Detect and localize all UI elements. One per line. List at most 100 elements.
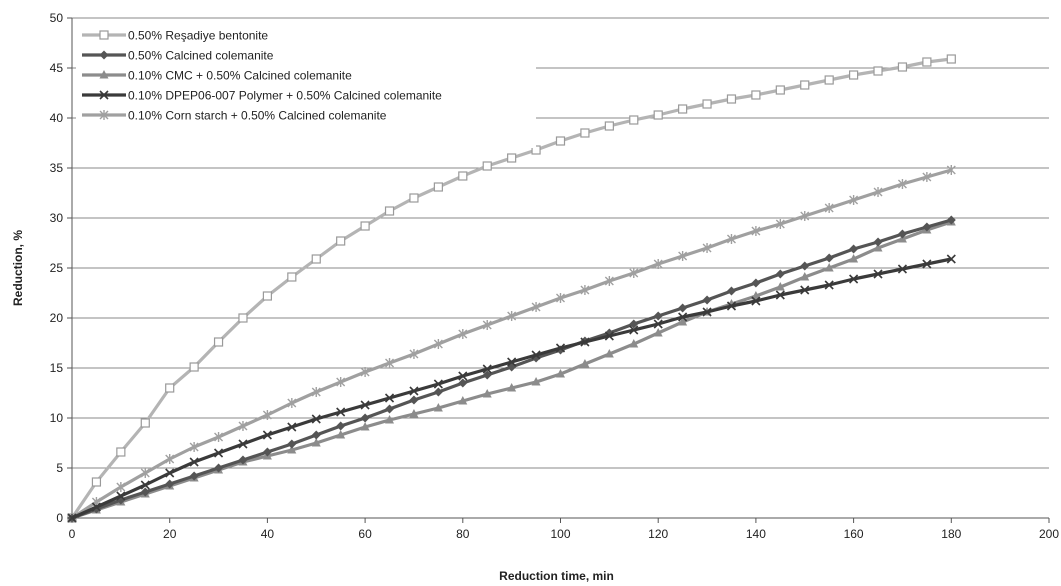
y-tick-label: 25 bbox=[50, 261, 64, 275]
legend-label: 0.10% CMC + 0.50% Calcined colemanite bbox=[128, 69, 352, 83]
data-point bbox=[409, 395, 419, 405]
y-tick-label: 0 bbox=[56, 511, 63, 525]
legend-marker bbox=[99, 110, 109, 120]
x-tick-label: 40 bbox=[261, 527, 275, 541]
data-point bbox=[433, 379, 443, 389]
legend-label: 0.10% DPEP06-007 Polymer + 0.50% Calcine… bbox=[128, 89, 442, 103]
data-point bbox=[922, 222, 932, 232]
data-point bbox=[653, 110, 663, 120]
data-point bbox=[189, 362, 199, 372]
data-point bbox=[116, 447, 126, 457]
y-tick-label: 35 bbox=[50, 161, 64, 175]
data-point bbox=[165, 383, 175, 393]
data-point bbox=[653, 328, 663, 337]
data-point bbox=[262, 430, 272, 440]
data-point bbox=[507, 383, 517, 392]
data-point bbox=[849, 274, 859, 284]
data-point bbox=[311, 438, 321, 447]
data-point bbox=[336, 407, 346, 417]
x-tick-label: 100 bbox=[550, 527, 570, 541]
data-point bbox=[482, 161, 492, 171]
data-point bbox=[360, 413, 370, 423]
data-point bbox=[287, 445, 297, 454]
series-line bbox=[71, 168, 952, 520]
data-point bbox=[873, 243, 883, 252]
data-point bbox=[922, 259, 932, 269]
data-point bbox=[140, 480, 150, 490]
data-point bbox=[433, 182, 443, 192]
data-point bbox=[580, 337, 590, 347]
data-point bbox=[824, 263, 834, 272]
data-point bbox=[629, 325, 639, 335]
data-point bbox=[580, 359, 590, 368]
data-point bbox=[433, 403, 443, 412]
data-point bbox=[458, 378, 468, 388]
data-point bbox=[385, 404, 395, 414]
data-point bbox=[556, 369, 565, 378]
data-point bbox=[849, 244, 859, 254]
data-point bbox=[897, 229, 907, 239]
data-point bbox=[580, 128, 590, 138]
data-point bbox=[824, 253, 834, 263]
x-tick-label: 180 bbox=[941, 527, 961, 541]
data-point bbox=[946, 165, 956, 175]
data-point bbox=[800, 80, 810, 90]
data-point bbox=[385, 415, 395, 424]
data-point bbox=[922, 57, 932, 67]
data-point bbox=[360, 400, 370, 410]
x-tick-label: 200 bbox=[1039, 527, 1059, 541]
legend: 0.50% Reşadiye bentonite 0.50% Calcined c… bbox=[76, 22, 536, 148]
data-point bbox=[385, 358, 395, 368]
data-point bbox=[360, 422, 370, 431]
data-point bbox=[531, 145, 541, 155]
data-point bbox=[287, 272, 297, 282]
x-tick-label: 80 bbox=[456, 527, 470, 541]
legend-marker bbox=[99, 50, 109, 60]
data-point bbox=[775, 282, 785, 291]
data-point bbox=[458, 371, 468, 381]
data-point bbox=[140, 418, 150, 428]
series-5 bbox=[67, 165, 956, 523]
data-point bbox=[482, 320, 492, 330]
y-tick-label: 10 bbox=[50, 411, 64, 425]
data-point bbox=[629, 115, 639, 125]
legend-entry: 0.10% DPEP06-007 Polymer + 0.50% Calcine… bbox=[82, 89, 442, 103]
data-point bbox=[360, 221, 370, 231]
data-point bbox=[458, 171, 468, 181]
data-point bbox=[67, 513, 77, 523]
data-point bbox=[849, 195, 859, 205]
data-point bbox=[702, 295, 712, 305]
data-point bbox=[116, 491, 126, 501]
legend-entry: 0.50% Reşadiye bentonite bbox=[82, 29, 268, 43]
series-lines bbox=[67, 54, 956, 523]
data-point bbox=[800, 261, 810, 271]
data-point bbox=[409, 193, 419, 203]
data-point bbox=[726, 286, 736, 296]
y-tick-label: 50 bbox=[50, 11, 64, 25]
data-point bbox=[360, 367, 370, 377]
x-tick-label: 20 bbox=[163, 527, 177, 541]
data-point bbox=[751, 226, 761, 236]
data-point bbox=[336, 430, 346, 439]
y-tick-label: 40 bbox=[50, 111, 64, 125]
data-point bbox=[678, 317, 688, 326]
data-point bbox=[824, 75, 834, 85]
data-point bbox=[91, 477, 102, 487]
legend-entry: 0.10% Corn starch + 0.50% Calcined colem… bbox=[82, 109, 387, 123]
data-point bbox=[287, 398, 297, 408]
data-point bbox=[165, 454, 175, 464]
data-point bbox=[287, 439, 297, 449]
data-point bbox=[629, 339, 639, 348]
data-point bbox=[384, 206, 395, 216]
legend-entry: 0.50% Calcined colemanite bbox=[82, 49, 274, 63]
data-point bbox=[311, 414, 321, 424]
data-point bbox=[262, 291, 272, 301]
data-point bbox=[336, 421, 346, 431]
data-point bbox=[580, 285, 590, 295]
gridlines bbox=[72, 17, 1049, 469]
data-point bbox=[604, 276, 614, 286]
legend-label: 0.50% Calcined colemanite bbox=[128, 49, 274, 63]
data-point bbox=[824, 203, 834, 213]
data-point bbox=[800, 211, 810, 221]
